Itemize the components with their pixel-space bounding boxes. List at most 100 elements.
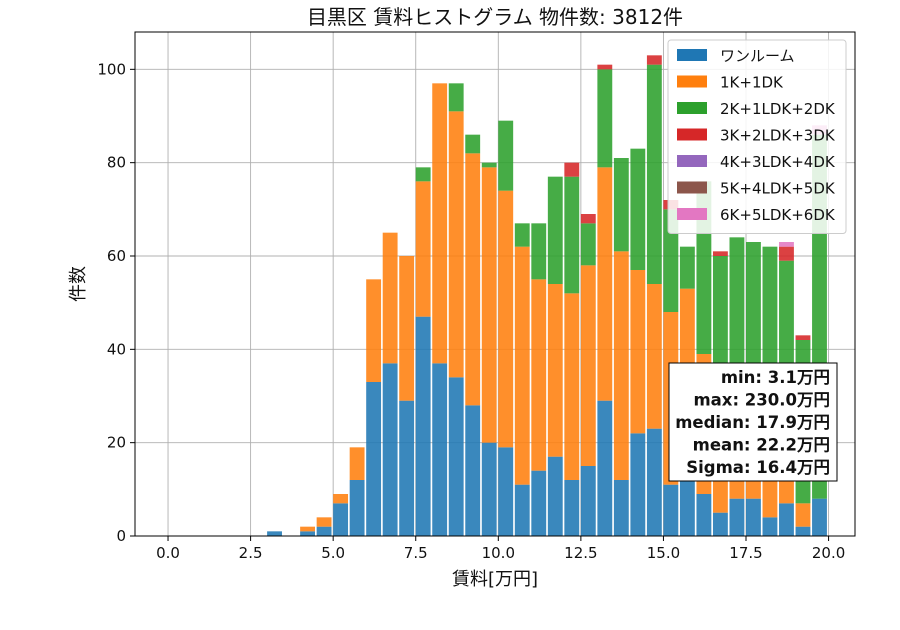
bar-segment <box>333 503 349 536</box>
bar-segment <box>597 167 613 401</box>
stats-frame <box>668 362 838 482</box>
y-axis-ticks: 0 20 40 60 80 100 <box>97 60 135 545</box>
bar-segment <box>762 470 778 518</box>
bar-segment <box>630 148 646 270</box>
y-tick-label: 40 <box>107 340 126 358</box>
bar-segment <box>679 475 695 536</box>
y-tick-label: 20 <box>107 434 126 452</box>
bar-segment <box>630 270 646 434</box>
bar-segment <box>498 447 514 536</box>
legend-swatch <box>677 102 707 114</box>
bar-segment <box>712 251 728 256</box>
bar-segment <box>762 517 778 536</box>
bar-segment <box>415 316 431 536</box>
bar-segment <box>514 484 530 536</box>
bar-segment <box>580 223 596 266</box>
stats-line: mean: 22.2万円 <box>693 436 830 455</box>
stats-line: max: 230.0万円 <box>693 391 830 410</box>
axes <box>134 31 856 537</box>
bar-segment <box>349 480 365 536</box>
bar-segment <box>316 517 332 527</box>
bar-segment <box>382 363 398 536</box>
bar-segment <box>597 69 613 168</box>
axes-frame <box>134 31 856 537</box>
chart-title: 目黒区 賃料ヒストグラム 物件数: 3812件 <box>307 5 683 29</box>
bar-segment <box>481 442 497 536</box>
bar-segment <box>795 526 811 536</box>
legend-label: 2K+1LDK+2DK <box>720 100 836 118</box>
bar-segment <box>432 83 448 364</box>
bar-segment <box>564 176 580 294</box>
bar-segment <box>415 181 431 317</box>
legend-label: 6K+5LDK+6DK <box>720 206 836 224</box>
x-axis-label: 賃料[万円] <box>452 569 538 590</box>
bar-segment <box>366 382 382 536</box>
bar-segment <box>300 526 315 532</box>
bar-segment <box>564 480 580 536</box>
bar-segment <box>448 111 464 378</box>
y-axis-label: 件数 <box>68 266 89 302</box>
bar-segment <box>547 456 563 536</box>
bar-segment <box>349 447 365 480</box>
bar-segment <box>646 428 662 536</box>
bar-segment <box>465 134 481 154</box>
legend-swatch <box>677 128 707 141</box>
bar-segment <box>300 531 315 536</box>
bar-segment <box>498 120 514 191</box>
stats-line: median: 17.9万円 <box>675 413 830 432</box>
legend-swatch <box>677 181 707 194</box>
legend-label: 5K+4LDK+5DK <box>720 180 836 198</box>
bar-segment <box>564 162 580 177</box>
legend-frame <box>667 39 847 234</box>
x-axis-ticks: 0.0 2.5 5.0 7.5 10.0 12.5 15.0 17.5 20.0 <box>156 536 845 562</box>
legend-swatch <box>677 75 707 88</box>
bar-segment <box>465 153 481 406</box>
y-tick-label: 60 <box>107 247 126 265</box>
stats-line: Sigma: 16.4万円 <box>686 458 830 477</box>
bar-segment <box>531 470 547 536</box>
x-tick-label: 12.5 <box>564 544 597 562</box>
bar-segment <box>498 190 514 448</box>
y-tick-label: 80 <box>107 154 126 172</box>
bar-segment <box>613 480 629 536</box>
legend-label: 3K+2LDK+3DK <box>720 127 836 145</box>
legend-label: ワンルーム <box>720 47 795 65</box>
bar-segment <box>646 64 662 285</box>
bar-segment <box>729 498 745 536</box>
bar-segment <box>580 265 596 466</box>
bar-segment <box>646 284 662 429</box>
legend-label: 1K+1DK <box>720 74 784 92</box>
x-tick-label: 17.5 <box>729 544 762 562</box>
bar-segment <box>646 55 662 65</box>
x-tick-label: 20.0 <box>812 544 845 562</box>
bar-segment <box>663 209 679 312</box>
bar-segment <box>679 246 695 289</box>
bar-segment <box>779 242 794 247</box>
bar-segment <box>613 158 629 252</box>
x-tick-label: 15.0 <box>647 544 680 562</box>
legend-swatch <box>677 155 707 167</box>
bar-segment <box>448 377 464 536</box>
bar-segment <box>432 363 448 536</box>
bar-segment <box>564 293 580 480</box>
bar-segment <box>795 503 811 527</box>
bar-segment <box>465 405 481 536</box>
bar-segment <box>712 512 728 536</box>
bar-segment <box>481 162 497 168</box>
legend-swatch <box>677 49 707 61</box>
bar-segment <box>481 167 497 443</box>
x-tick-label: 7.5 <box>404 544 428 562</box>
bar-segment <box>547 284 563 457</box>
bar-segment <box>366 279 382 382</box>
y-tick-label: 100 <box>97 60 126 78</box>
bar-segment <box>333 494 349 504</box>
bar-segment <box>267 531 282 536</box>
bar-segment <box>613 251 629 480</box>
bar-segment <box>514 223 530 247</box>
x-tick-label: 10.0 <box>482 544 515 562</box>
bar-segment <box>316 526 332 536</box>
bar-segment <box>696 494 712 536</box>
bar-segment <box>448 83 464 112</box>
bar-segment <box>514 246 530 485</box>
